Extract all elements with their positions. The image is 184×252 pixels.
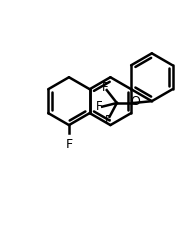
Text: O: O xyxy=(131,95,141,108)
Text: F: F xyxy=(95,100,102,113)
Text: F: F xyxy=(65,138,72,151)
Text: F: F xyxy=(102,81,108,94)
Text: F: F xyxy=(105,114,112,127)
